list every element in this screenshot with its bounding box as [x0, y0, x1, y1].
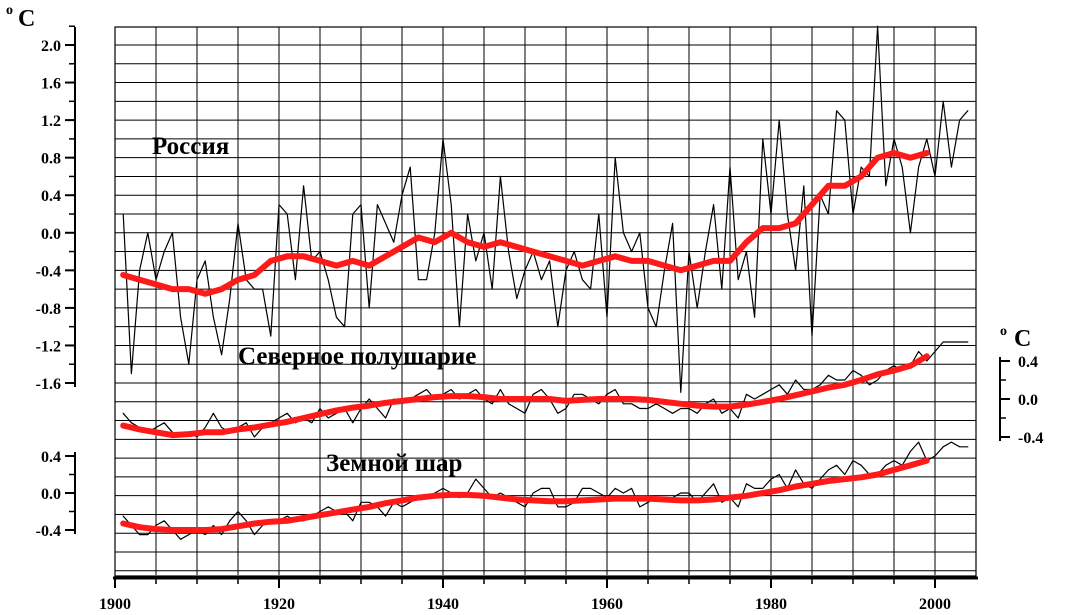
y-tick-label: 1.2: [41, 113, 61, 130]
y-tick-label: 0.4: [1018, 354, 1038, 371]
unit-label-left: o C: [6, 3, 35, 32]
y-tick-label: 1.6: [41, 76, 61, 93]
y-tick-label: -0.4: [36, 523, 61, 540]
smoothed-line-1: [120, 353, 930, 439]
unit-degree-mark-right: o: [1000, 324, 1007, 339]
series-layer: [120, 25, 969, 540]
unit-label-right: o C: [1000, 324, 1031, 352]
series-label-russia: Россия: [152, 133, 229, 160]
y-tick-label: 0.4: [41, 449, 61, 466]
x-tick-label: 1940: [427, 596, 459, 613]
annual-line-0: [122, 25, 969, 393]
smoothed-line-0: [120, 150, 930, 297]
unit-celsius: C: [18, 6, 35, 32]
y-tick-label: 0.0: [41, 226, 61, 243]
y-tick-label: -1.6: [36, 376, 61, 393]
plot-frame: [114, 26, 977, 577]
y-tick-label: 0.4: [41, 188, 61, 205]
y-tick-label: -0.4: [36, 263, 61, 280]
x-tick-label: 1960: [591, 596, 623, 613]
unit-celsius-right: C: [1014, 326, 1031, 352]
y-tick-label: 2.0: [41, 38, 61, 55]
series-label-globe: Земной шар: [326, 450, 462, 477]
x-tick-label: 1980: [755, 596, 787, 613]
y-tick-label: 0.0: [41, 486, 61, 503]
series-label-northern-hemisphere: Северное полушарие: [238, 343, 476, 370]
x-tick-label: 1920: [263, 596, 295, 613]
y-tick-label: 0.0: [1018, 392, 1038, 409]
labels-layer: Россия Северное полушарие Земной шар o C…: [6, 3, 1031, 477]
smoothed-line-2: [120, 457, 930, 533]
unit-degree-mark: o: [6, 3, 13, 18]
grid: [114, 26, 977, 577]
x-tick-label: 2000: [919, 596, 951, 613]
y-tick-label: -0.8: [36, 301, 61, 318]
y-tick-label: 0.8: [41, 151, 61, 168]
y-tick-label: -1.2: [36, 338, 61, 355]
y-tick-label: -0.4: [1018, 430, 1043, 447]
axes: 1900 1920 1940 1960 1980 2000 2.0 1.6 1.2 0.8 0.4 0…: [36, 25, 1043, 613]
x-tick-label: 1900: [99, 596, 131, 613]
